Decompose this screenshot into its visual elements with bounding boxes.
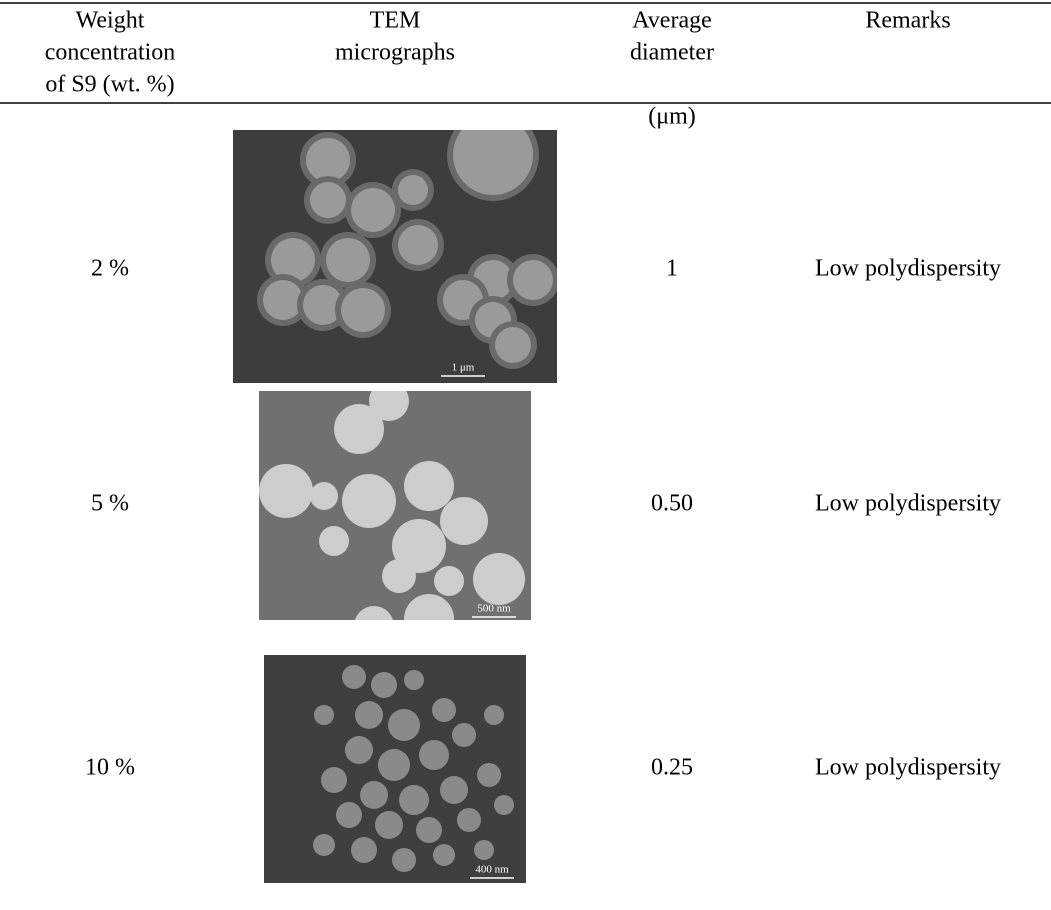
particle [495,327,531,363]
particle [321,767,347,793]
particle [398,175,428,205]
particle [263,280,303,320]
scale-bar-label: 400 nm [475,864,509,876]
particles [257,130,557,369]
particle [351,188,395,232]
particle [440,497,488,545]
particle [433,844,455,866]
particle [360,781,388,809]
particle [314,705,334,725]
header-text: (μm) [648,104,696,130]
particle [259,464,313,518]
particle [271,238,315,282]
particle [416,817,442,843]
particle [419,740,449,770]
particle [432,698,456,722]
header-text: Remarks [865,8,950,34]
particle [310,482,338,510]
diameter: 0.25 [651,755,693,781]
particle [392,519,446,573]
particle [434,566,464,596]
particle [388,709,420,741]
concentration: 5 % [91,491,129,517]
scale-bar-label: 500 nm [477,603,511,615]
particle [398,225,438,265]
particle [375,811,403,839]
particle [452,723,476,747]
particle [319,526,349,556]
particles [313,665,514,872]
particle [399,785,429,815]
header-text: TEM [370,8,421,34]
particle [477,763,501,787]
particle [342,474,396,528]
remarks: Low polydispersity [815,491,1001,517]
particle [303,285,343,325]
particle [404,461,454,511]
concentration: 2 % [91,256,129,282]
diameter: 1 [666,256,678,282]
particle [351,837,377,863]
particle [371,672,397,698]
particle [345,736,373,764]
header-text: Weight [76,8,145,34]
particle [306,138,350,182]
particle [453,130,533,195]
scale-bar-label: 1 μm [452,362,475,374]
particle [392,848,416,872]
remarks: Low polydispersity [815,256,1001,282]
particle [336,802,362,828]
particle [484,705,504,725]
particle [513,260,553,300]
micrograph: 500 nm [259,391,531,620]
particle [404,670,424,690]
particle [354,606,394,620]
particle [382,559,416,593]
header-text: diameter [630,40,714,66]
particle [326,238,370,282]
particle [313,834,335,856]
header-text: Average [632,8,712,34]
remarks: Low polydispersity [815,755,1001,781]
diameter: 0.50 [651,491,693,517]
particle [310,182,346,218]
micrograph: 1 μm [233,130,557,383]
particle [457,808,481,832]
particles [259,391,525,620]
particle [378,749,410,781]
particle [355,701,383,729]
header-text: micrographs [335,40,455,66]
concentration: 10 % [85,755,135,781]
particle [440,776,468,804]
particle [404,594,454,620]
particle [494,795,514,815]
particle [342,665,366,689]
header-text: of S9 (wt. %) [45,72,174,98]
particle [473,553,525,605]
particle [369,391,409,421]
particle [334,404,384,454]
header-text: concentration [45,40,176,66]
particle [341,288,385,332]
particle [474,840,494,860]
micrograph: 400 nm [264,655,526,883]
